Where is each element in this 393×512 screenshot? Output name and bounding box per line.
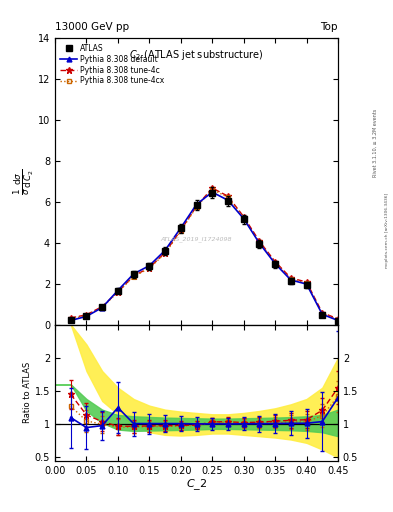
Text: Rivet 3.1.10, ≥ 3.2M events: Rivet 3.1.10, ≥ 3.2M events: [373, 109, 378, 178]
Text: ATLAS_2019_I1724098: ATLAS_2019_I1724098: [161, 236, 232, 242]
Text: Top: Top: [320, 22, 338, 32]
Text: 13000 GeV pp: 13000 GeV pp: [55, 22, 129, 32]
Legend: ATLAS, Pythia 8.308 default, Pythia 8.308 tune-4c, Pythia 8.308 tune-4cx: ATLAS, Pythia 8.308 default, Pythia 8.30…: [59, 42, 166, 87]
X-axis label: $C\_2$: $C\_2$: [186, 477, 207, 492]
Text: $C_2$ (ATLAS jet substructure): $C_2$ (ATLAS jet substructure): [129, 49, 264, 62]
Y-axis label: Ratio to ATLAS: Ratio to ATLAS: [23, 362, 32, 423]
Text: mcplots.cern.ch [arXiv:1306.3436]: mcplots.cern.ch [arXiv:1306.3436]: [385, 193, 389, 268]
Y-axis label: $\frac{1}{\sigma}\frac{\mathrm{d}\sigma}{\mathrm{d}\,C_2}$: $\frac{1}{\sigma}\frac{\mathrm{d}\sigma}…: [13, 168, 37, 195]
